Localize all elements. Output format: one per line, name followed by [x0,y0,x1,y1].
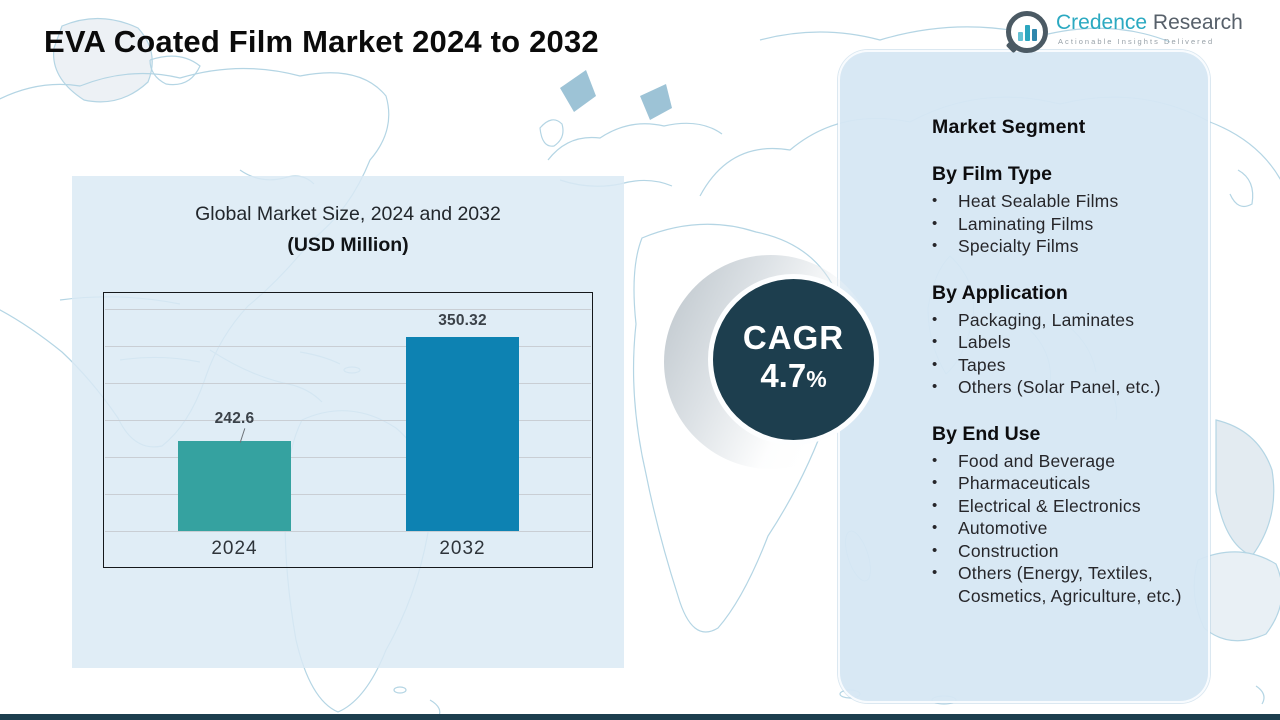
segment-panel: Market Segment By Film Type • Heat Sealabl… [838,50,1210,703]
bar-category-label: 2032 [439,538,486,559]
segment-group-title: By Film Type [932,163,1052,185]
chart-title: Global Market Size, 2024 and 2032 [195,203,501,225]
bar-2032 [406,337,519,531]
chart-plot: 242.6 2024 350.32 2032 [103,292,593,568]
segment-item: • Specialty Films [932,235,1184,258]
bullet-icon: • [932,355,938,373]
bar-2024 [178,441,291,531]
bullet-icon: • [932,474,938,491]
gridline [105,457,591,458]
segment-item-label: Packaging, Laminates [958,309,1135,330]
cagr-badge: CAGR 4.7% [708,274,879,445]
bar-chart-bubble-icon [1006,11,1048,53]
bar-value-label: 350.32 [438,312,487,329]
segment-group: By Film Type • Heat Sealable Films • Laminat… [932,163,1184,258]
segment-item: • Heat Sealable Films [932,190,1184,213]
gridline [105,309,591,310]
bullet-icon: • [932,237,938,254]
segment-item: • Pharmaceuticals [932,472,1184,495]
cagr-value: 4.7% [760,357,827,394]
segment-item-label: Electrical & Electronics [958,495,1141,516]
segment-item: • Electrical & Electronics [932,495,1184,518]
segment-item-label: Laminating Films [958,213,1094,234]
logo-brand-secondary: Research [1152,11,1243,34]
segment-group-title: By End Use [932,422,1041,445]
chart-subtitle: (USD Million) [287,234,409,256]
bullet-icon: • [932,451,938,469]
segment-item-label: Specialty Films [958,236,1079,256]
segment-item-label: Construction [958,540,1059,561]
gridline [105,494,591,495]
segment-item-label: Tapes [958,354,1006,375]
segment-item: • Tapes [932,354,1184,377]
bar-value-label: 242.6 [214,410,255,427]
gridline [105,531,591,532]
logo: Credence Research Actionable Insights De… [1006,11,1243,53]
gridline [105,420,591,421]
segment-group: By Application • Packaging, Laminates • Labe… [932,282,1184,399]
logo-bar-small [1017,32,1023,41]
bullet-icon: • [932,541,938,559]
chart-panel [72,176,624,668]
segment-item-label: Others (Solar Panel, etc.) [958,377,1161,397]
bullet-icon: • [932,519,938,536]
percent-sign: % [806,366,827,392]
bullet-icon: • [932,496,938,514]
segment-item: • Labels [932,331,1184,354]
segment-item: • Laminating Films [932,213,1184,236]
segment-groups: By Film Type • Heat Sealable Films • Laminat… [932,163,1184,607]
segment-item-label: Labels [958,332,1011,352]
bar-category-label: 2024 [211,538,258,559]
gridline [105,346,591,347]
segment-item: • Automotive [932,517,1184,540]
segment-item-label: Heat Sealable Films [958,191,1119,211]
segment-heading: Market Segment [932,116,1086,138]
logo-text: Credence Research Actionable Insights De… [1056,11,1243,46]
segment-item-label: Others (Energy, Textiles, Cosmetics, Agr… [958,563,1182,606]
segment-item-label: Food and Beverage [958,450,1116,471]
footer-bar [0,714,1280,720]
segment-item: • Construction [932,540,1184,563]
segment-item-label: Pharmaceuticals [958,473,1091,493]
gridline [105,383,591,384]
bullet-icon: • [932,564,938,581]
bullet-icon: • [932,378,938,395]
segment-item: • Others (Energy, Textiles, Cosmetics, Ag… [932,562,1184,607]
logo-brand-name: Credence Research [1056,11,1243,35]
map-greenland [52,17,153,103]
segment-item: • Others (Solar Panel, etc.) [932,376,1184,399]
segment-group-title: By Application [932,281,1068,304]
bullet-icon: • [932,310,938,328]
segment-group: By End Use • Food and Beverage • Pharmaceuti… [932,423,1184,608]
bullet-icon: • [932,333,938,350]
segment-item: • Food and Beverage [932,450,1184,473]
bullet-icon: • [932,192,938,209]
page-title: EVA Coated Film Market 2024 to 2032 [44,24,599,59]
map-japan [1229,169,1254,207]
bullet-icon: • [932,214,938,232]
segment-item: • Packaging, Laminates [932,309,1184,332]
logo-brand-primary: Credence [1056,11,1148,34]
logo-bar-medium [1031,29,1037,41]
cagr-label: CAGR [742,319,845,356]
map-scandinavia [560,70,596,112]
logo-tagline: Actionable Insights Delivered [1058,37,1215,46]
segment-item-label: Automotive [958,518,1048,538]
logo-bar-tall [1024,25,1030,41]
